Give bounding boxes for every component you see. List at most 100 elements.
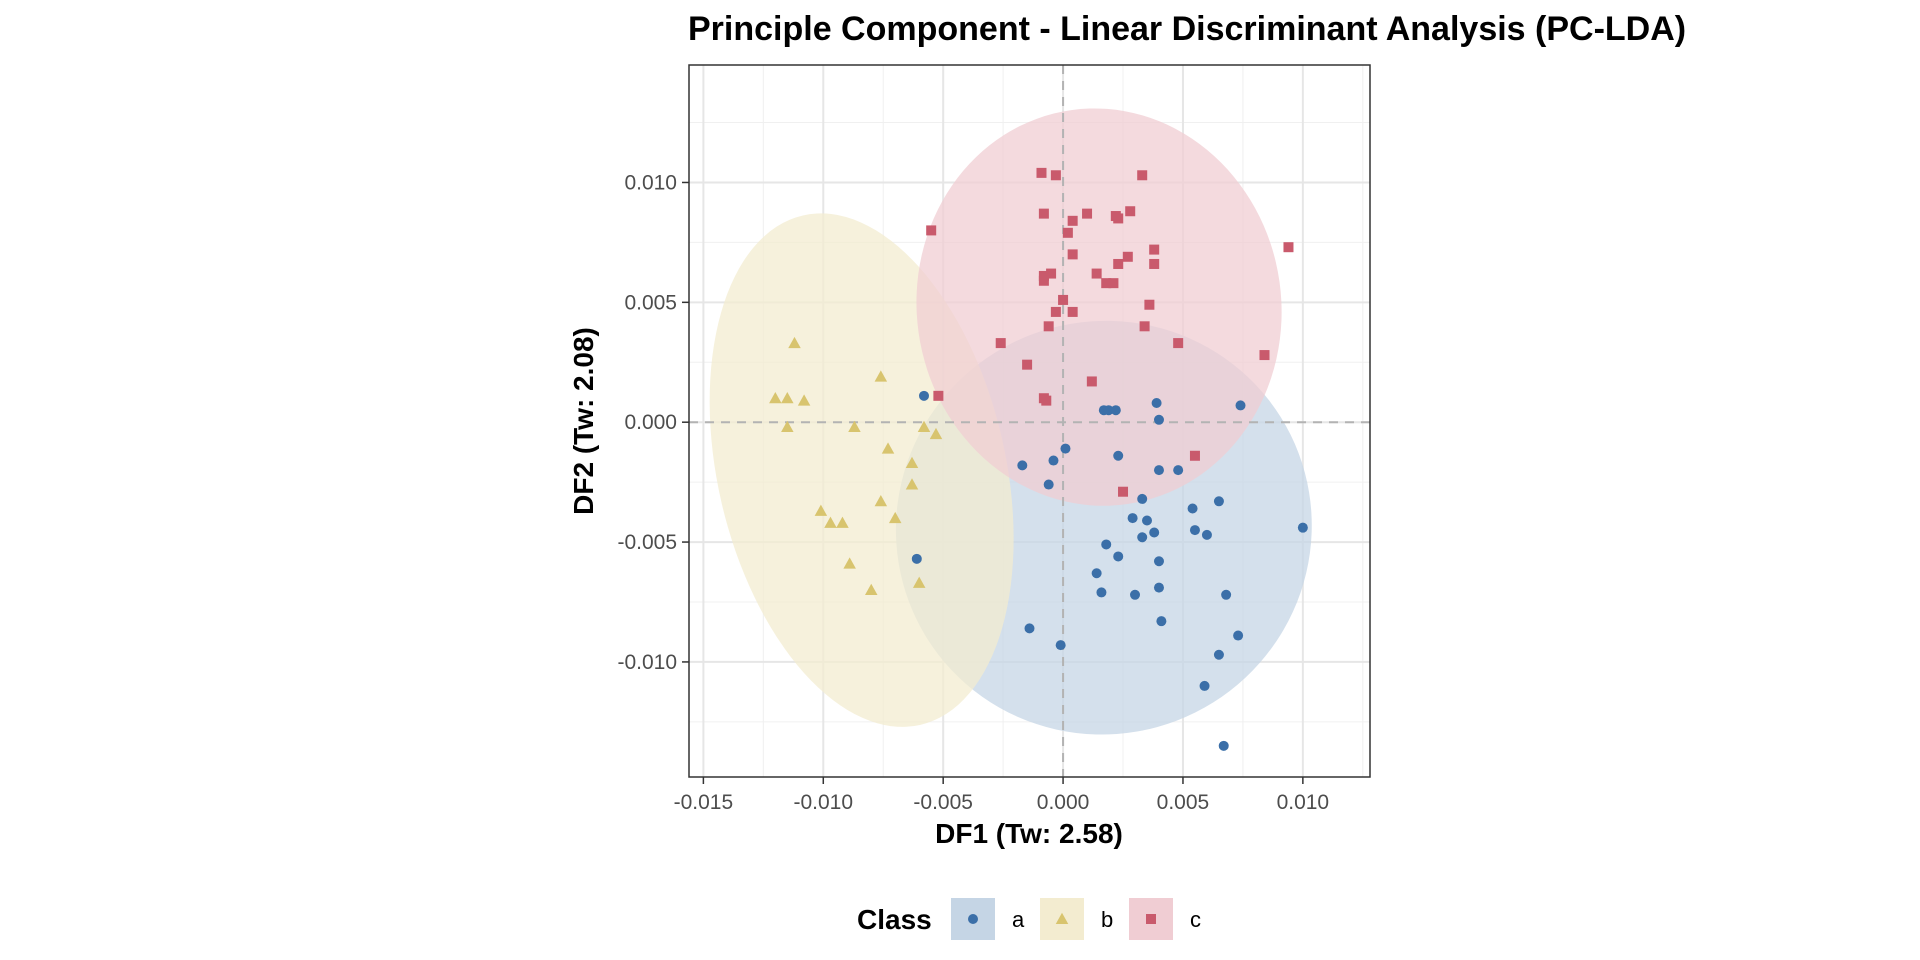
- y-tick-label: 0.000: [624, 411, 677, 434]
- data-point-a: [1127, 513, 1138, 524]
- data-point-c: [1149, 244, 1160, 255]
- data-point-a: [1221, 589, 1232, 600]
- plot-border: [688, 64, 1371, 778]
- data-point-a: [1199, 680, 1210, 691]
- data-point-a: [1101, 539, 1112, 550]
- data-point-b: [843, 557, 856, 569]
- data-point-b: [864, 583, 878, 596]
- data-point-c: [1108, 278, 1119, 289]
- data-point-b: [905, 456, 919, 468]
- data-point-c: [1122, 251, 1133, 262]
- data-point-a: [1024, 623, 1035, 634]
- data-point-a: [1130, 589, 1141, 600]
- legend-marker-c: [1146, 914, 1156, 924]
- legend-marker-b: [1055, 912, 1069, 924]
- data-point-c: [1125, 206, 1136, 217]
- legend: Class a b c: [857, 898, 1201, 940]
- x-tick-label: -0.015: [674, 791, 734, 814]
- x-axis-title: DF1 (Tw: 2.58): [935, 818, 1123, 849]
- data-point-a: [1103, 405, 1114, 416]
- data-point-c: [1137, 170, 1148, 181]
- data-point-c: [1038, 275, 1049, 286]
- data-point-a: [1113, 551, 1124, 562]
- data-point-b: [917, 420, 931, 432]
- data-point-a: [1153, 414, 1164, 425]
- data-point-b: [905, 478, 919, 490]
- data-point-c: [1149, 258, 1160, 269]
- data-point-a: [1137, 532, 1148, 543]
- data-point-a: [1137, 493, 1148, 504]
- data-point-a: [1213, 649, 1224, 660]
- data-point-a: [1055, 640, 1066, 651]
- data-point-a: [1153, 556, 1164, 567]
- legend-marker-a: [968, 914, 978, 924]
- data-point-c: [933, 390, 944, 401]
- data-point-a: [1060, 443, 1071, 454]
- data-point-a: [1218, 740, 1229, 751]
- data-point-b: [881, 442, 895, 454]
- data-point-c: [1067, 306, 1078, 317]
- data-point-a: [1153, 582, 1164, 593]
- data-point-b: [769, 391, 782, 404]
- plot-area: -0.015 -0.010 -0.005 0.000 0.005 0.010 -0.010 -…: [617, 64, 1371, 814]
- data-point-c: [1283, 242, 1294, 253]
- data-point-a: [1187, 503, 1198, 514]
- data-point-c: [1050, 170, 1061, 181]
- data-point-b: [824, 516, 837, 528]
- data-point-c: [1050, 306, 1061, 317]
- data-point-c: [1144, 299, 1155, 310]
- data-point-c: [926, 225, 937, 236]
- x-tick-label: 0.010: [1277, 791, 1330, 814]
- data-point-a: [1141, 515, 1152, 526]
- data-point-a: [1110, 405, 1121, 416]
- data-point-b: [781, 420, 794, 432]
- series-b: [769, 336, 943, 596]
- data-point-b: [848, 420, 861, 432]
- data-point-c: [1173, 338, 1184, 349]
- data-point-c: [1259, 350, 1270, 361]
- data-point-a: [1201, 529, 1212, 540]
- data-point-c: [1041, 395, 1052, 406]
- data-point-b: [874, 370, 888, 382]
- legend-label-b: b: [1101, 907, 1113, 932]
- data-point-c: [1101, 278, 1112, 289]
- data-point-b: [836, 516, 849, 528]
- data-point-c: [1067, 215, 1078, 226]
- data-point-c: [1067, 249, 1078, 260]
- series-c: [926, 167, 1294, 497]
- data-point-b: [781, 391, 794, 404]
- y-tick-label: -0.005: [617, 531, 677, 554]
- data-point-b: [912, 576, 926, 588]
- data-point-a: [911, 553, 922, 564]
- data-point-c: [1113, 258, 1124, 269]
- data-point-c: [1046, 268, 1057, 279]
- data-point-a: [1297, 522, 1308, 533]
- data-point-c: [1082, 208, 1093, 219]
- data-point-a: [1149, 527, 1160, 538]
- data-point-a: [1017, 460, 1028, 471]
- data-point-c: [1086, 376, 1097, 387]
- data-point-c: [1036, 167, 1047, 178]
- data-point-c: [1110, 211, 1121, 222]
- data-point-a: [1151, 398, 1162, 409]
- x-tick-label: -0.005: [913, 791, 973, 814]
- data-point-b: [788, 336, 801, 349]
- y-tick-label: 0.010: [624, 171, 677, 194]
- data-point-b: [874, 495, 888, 507]
- data-point-c: [1139, 321, 1150, 332]
- data-point-c: [1189, 450, 1200, 461]
- chart-title: Principle Component - Linear Discriminan…: [688, 10, 1686, 48]
- data-point-c: [1043, 321, 1054, 332]
- data-point-c: [1022, 359, 1033, 370]
- confidence-ellipses: [709, 108, 1312, 735]
- data-point-a: [1173, 465, 1184, 476]
- data-point-b: [814, 504, 828, 516]
- data-point-a: [1113, 450, 1124, 461]
- data-point-a: [1189, 525, 1200, 536]
- data-point-a: [1213, 496, 1224, 507]
- y-tick-label: 0.005: [624, 291, 677, 314]
- data-point-a: [1043, 479, 1054, 490]
- data-point-c: [1038, 208, 1049, 219]
- data-point-a: [1156, 616, 1167, 627]
